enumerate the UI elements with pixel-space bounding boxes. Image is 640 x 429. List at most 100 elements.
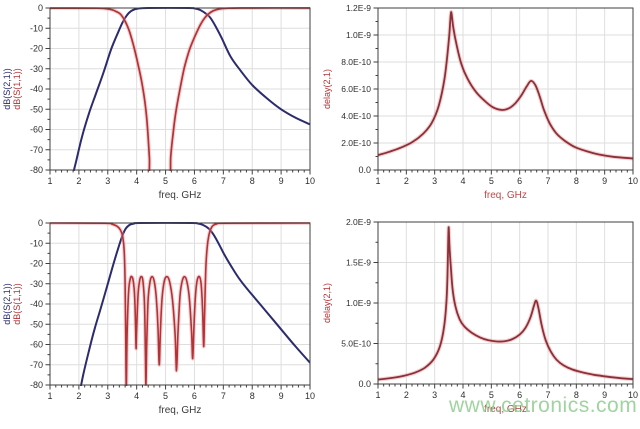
x-axis-label: freq, GHz	[484, 190, 527, 201]
x-tick-label: 3	[432, 176, 437, 186]
series-glow	[50, 7, 310, 171]
gridlines	[50, 8, 310, 170]
x-tick-label: 10	[628, 390, 638, 400]
series-group	[378, 225, 633, 382]
y-tick-label: 2.0E-9	[346, 217, 371, 227]
x-tick-label: 6	[517, 176, 522, 186]
x-tick-label: 3	[105, 176, 110, 186]
x-tick-label: 5	[163, 176, 168, 186]
plot-canvas: 1 2 3 4 5 6 7 8 9 10 0.0 2.0E-10 4.0E-10 6.0E-10 8.0E-…	[322, 3, 638, 201]
y-axis-label: dB(S(2,1))	[2, 68, 12, 110]
x-tick-label: 4	[460, 390, 465, 400]
x-tick-label: 9	[279, 391, 284, 401]
y-tick-label: -10	[30, 238, 43, 248]
x-tick-label: 4	[134, 391, 139, 401]
x-tick-label: 2	[404, 176, 409, 186]
y-tick-label: -60	[30, 340, 43, 350]
x-axis-label: freq. GHz	[159, 190, 202, 201]
y-tick-label: 8.0E-10	[341, 57, 371, 67]
y-tick-label: -70	[30, 360, 43, 370]
x-tick-label: 8	[574, 176, 579, 186]
y-tick-label: -10	[30, 23, 43, 33]
y-tick-label: 4.0E-10	[341, 111, 371, 121]
x-tick-label: 1	[375, 176, 380, 186]
y-axis-label: dB(S(1,1))	[12, 283, 22, 325]
x-axis-label: freq, GHz	[159, 405, 202, 416]
chart-s-parameters-top: 1 2 3 4 5 6 7 8 9 10 0 -10 -20 -30 -40 -50 -60 -70 -80 freq…	[0, 0, 320, 215]
y-tick-label: -50	[30, 319, 43, 329]
y-axis-label: dB(S(2,1))	[2, 283, 12, 325]
y-tick-label: -50	[30, 104, 43, 114]
x-tick-label: 1	[375, 390, 380, 400]
x-tick-label: 8	[250, 391, 255, 401]
y-tick-label: -70	[30, 145, 43, 155]
x-tick-label: 2	[76, 391, 81, 401]
x-tick-label: 2	[76, 176, 81, 186]
y-tick-label: 5.0E-10	[341, 339, 371, 349]
series-db-s-2-1-	[72, 7, 310, 171]
axis-ticks	[373, 7, 634, 175]
plot-canvas: 1 2 3 4 5 6 7 8 9 10 0 -10 -20 -30 -40 -50 -60 -70 -80 freq…	[2, 218, 315, 416]
x-tick-label: 1	[47, 391, 52, 401]
x-tick-label: 5	[163, 391, 168, 401]
gridlines	[378, 8, 633, 170]
x-tick-label: 9	[279, 176, 284, 186]
x-tick-label: 5	[489, 390, 494, 400]
y-tick-label: 1.0E-9	[346, 30, 371, 40]
y-tick-label: -30	[30, 279, 43, 289]
y-tick-label: 1.5E-9	[346, 258, 371, 268]
x-tick-label: 8	[250, 176, 255, 186]
x-tick-label: 7	[545, 390, 550, 400]
y-tick-label: -30	[30, 64, 43, 74]
y-tick-label: 0.0	[358, 165, 371, 175]
chart-group-delay-bottom: 1 2 3 4 5 6 7 8 9 10 0.0 5.0E-10 1.0E-9 1.5E-9 2.0E-9 f…	[320, 214, 640, 429]
y-tick-label: -40	[30, 84, 43, 94]
axis-ticks	[45, 222, 311, 390]
y-tick-label: -80	[30, 165, 43, 175]
x-tick-label: 5	[489, 176, 494, 186]
y-tick-label: -20	[30, 44, 43, 54]
axis-ticks	[45, 7, 311, 175]
gridlines	[378, 222, 633, 384]
x-tick-label: 7	[545, 176, 550, 186]
series-group	[378, 9, 633, 161]
y-tick-label: 1.0E-9	[346, 298, 371, 308]
series-delay-2-1-	[378, 11, 633, 160]
y-tick-label: 6.0E-10	[341, 84, 371, 94]
series-db-s-1-1-	[50, 7, 310, 171]
x-tick-label: 6	[192, 176, 197, 186]
watermark: www.cetronics.com	[449, 394, 638, 417]
series-group	[50, 222, 310, 386]
x-tick-label: 9	[602, 176, 607, 186]
series-group	[50, 7, 310, 171]
y-tick-label: -80	[30, 380, 43, 390]
gridlines	[50, 223, 310, 385]
x-axis-label: freq, GHz	[484, 404, 527, 415]
plot-canvas: 1 2 3 4 5 6 7 8 9 10 0 -10 -20 -30 -40 -50 -60 -70 -80 freq…	[2, 3, 315, 201]
series-delay-2-1-	[378, 226, 633, 381]
x-tick-label: 8	[574, 390, 579, 400]
y-tick-label: 2.0E-10	[341, 138, 371, 148]
y-axis-label: delay(2,1)	[322, 69, 332, 109]
series-db-s-1-1-	[50, 222, 310, 386]
x-tick-label: 2	[404, 390, 409, 400]
x-tick-label: 3	[432, 390, 437, 400]
x-tick-label: 10	[305, 176, 315, 186]
x-tick-label: 1	[47, 176, 52, 186]
plot-canvas: 1 2 3 4 5 6 7 8 9 10 0.0 5.0E-10 1.0E-9 1.5E-9 2.0E-9 f…	[322, 217, 638, 415]
y-tick-label: -20	[30, 259, 43, 269]
x-tick-label: 6	[517, 390, 522, 400]
x-tick-label: 7	[221, 391, 226, 401]
y-tick-label: -60	[30, 125, 43, 135]
y-axis-label: delay(2,1)	[322, 283, 332, 323]
x-tick-label: 7	[221, 176, 226, 186]
y-tick-label: -40	[30, 299, 43, 309]
y-tick-label: 0	[38, 3, 43, 13]
y-axis-label: dB(S(1,1))	[12, 68, 22, 110]
x-tick-label: 10	[628, 176, 638, 186]
axis-ticks	[373, 221, 634, 389]
y-tick-label: 0	[38, 218, 43, 228]
chart-group-delay-top: 1 2 3 4 5 6 7 8 9 10 0.0 2.0E-10 4.0E-10 6.0E-10 8.0E-…	[320, 0, 640, 215]
y-tick-label: 1.2E-9	[346, 3, 371, 13]
